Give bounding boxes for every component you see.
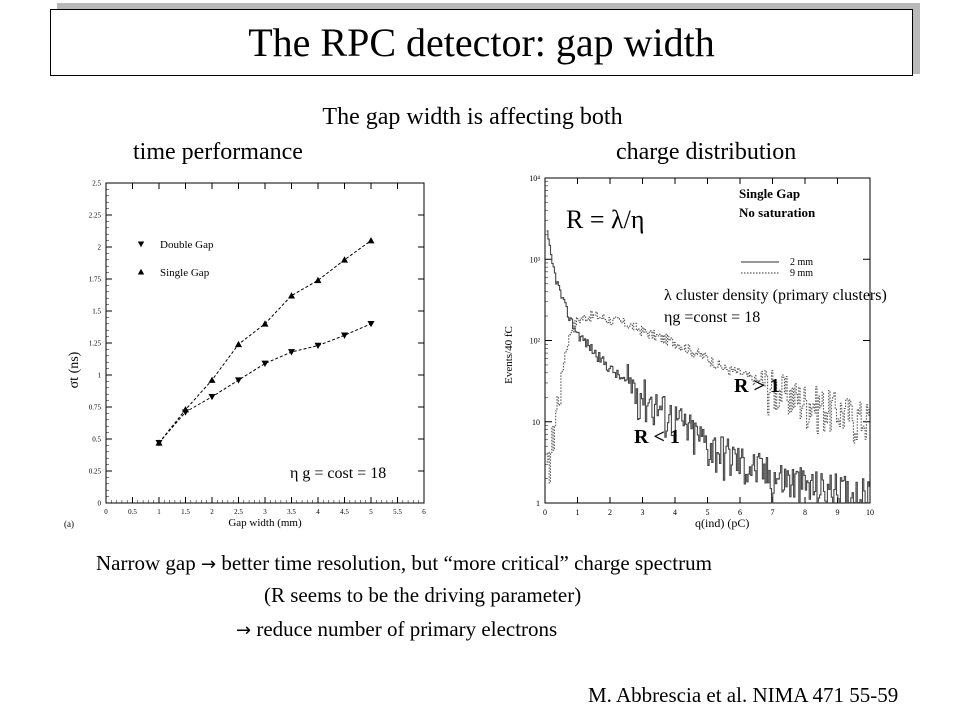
x-tick-label: 8 bbox=[803, 508, 807, 517]
data-point-triangle-up bbox=[235, 340, 242, 348]
time-performance-label: time performance bbox=[133, 139, 303, 165]
data-point-triangle-up bbox=[288, 292, 295, 299]
legend-title: No saturation bbox=[739, 205, 816, 220]
x-tick-label: 2 bbox=[608, 508, 612, 517]
y-tick-label: 2.25 bbox=[89, 212, 102, 220]
data-point-triangle-down bbox=[367, 321, 375, 328]
arrow-icon: → bbox=[200, 554, 217, 575]
time-resolution-chart: 0 0.5 1 1.5 2 2.5 3 3.5 4 4.5 5 5.5 6 0 0.25 0.5 0.75 1 1.… bbox=[64, 180, 426, 530]
x-tick-label: 5.5 bbox=[393, 508, 402, 516]
data-point-triangle-up bbox=[155, 439, 163, 446]
y-tick-label: 10⁴ bbox=[529, 174, 540, 183]
x-tick-label: 3 bbox=[641, 508, 645, 517]
charge-distribution-label: charge distribution bbox=[616, 139, 797, 165]
legend-label: Double Gap bbox=[160, 239, 214, 251]
x-tick-label: 3.5 bbox=[287, 508, 296, 516]
slide-title: The RPC detector: gap width bbox=[248, 20, 715, 65]
arrow-icon: → bbox=[236, 620, 252, 641]
y-tick-label: 0.75 bbox=[89, 404, 102, 412]
x-tick-label: 4.5 bbox=[340, 508, 349, 516]
data-point-triangle-up bbox=[341, 256, 348, 263]
r-greater-label: R > 1 bbox=[734, 375, 780, 397]
x-tick-label: 6 bbox=[422, 508, 426, 516]
data-point-triangle-down bbox=[341, 332, 348, 339]
y-tick-label: 1.5 bbox=[92, 308, 101, 316]
y-axis-label: Events/40 fC bbox=[503, 326, 515, 384]
y-axis-label: σt (ns) bbox=[67, 351, 82, 388]
data-point-triangle-down bbox=[208, 393, 216, 401]
x-tick-label: 7 bbox=[771, 508, 775, 517]
x-tick-label: 2.5 bbox=[234, 508, 243, 516]
bullet-line-3: → reduce number of primary electrons bbox=[236, 617, 557, 642]
plot-frame bbox=[105, 182, 425, 504]
y-tick-label: 0.5 bbox=[92, 436, 101, 444]
title-box: The RPC detector: gap width bbox=[50, 9, 913, 76]
fit-line-0 bbox=[158, 323, 372, 444]
y-tick-label: 1 bbox=[98, 372, 102, 380]
x-tick-label: 5 bbox=[369, 508, 373, 516]
x-tick-label: 9 bbox=[836, 508, 840, 517]
data-point-triangle-up bbox=[261, 320, 269, 327]
y-tick-label: 2.5 bbox=[92, 180, 101, 188]
series-2mm-histogram bbox=[546, 230, 870, 504]
bullet3-text: reduce number of primary electrons bbox=[256, 617, 558, 641]
x-tick-label: 5 bbox=[706, 508, 710, 517]
x-tick-label: 0 bbox=[543, 508, 547, 517]
bullet-line-1: Narrow gap → better time resolution, but… bbox=[96, 551, 712, 576]
y-tick-label: 10² bbox=[530, 337, 541, 346]
y-tick-label: 10 bbox=[532, 418, 540, 427]
x-tick-label: 1 bbox=[576, 508, 580, 517]
x-axis-label: Gap width (mm) bbox=[228, 517, 302, 529]
x-tick-label: 4 bbox=[316, 508, 320, 516]
data-point-triangle-down bbox=[288, 349, 295, 356]
x-tick-label: 3 bbox=[263, 508, 267, 516]
y-tick-label: 1 bbox=[536, 499, 540, 508]
y-tick-label: 0 bbox=[98, 500, 102, 508]
subtitle: The gap width is affecting both bbox=[322, 104, 623, 130]
data-point-triangle-down bbox=[261, 360, 269, 367]
legend-label: Single Gap bbox=[160, 267, 210, 279]
legend-label: 2 mm bbox=[790, 257, 813, 268]
data-point-triangle-up bbox=[367, 237, 375, 244]
legend-marker bbox=[137, 268, 145, 275]
panel-label: (a) bbox=[64, 519, 74, 529]
r-formula: R = λ/η bbox=[566, 205, 644, 234]
data-point-triangle-up bbox=[182, 406, 189, 413]
legend-marker bbox=[137, 241, 145, 248]
x-tick-label: 1.5 bbox=[181, 508, 190, 516]
x-tick-label: 0 bbox=[104, 508, 108, 516]
data-point-triangle-down bbox=[314, 342, 322, 350]
data-point-triangle-down bbox=[235, 377, 242, 384]
r-less-label: R < 1 bbox=[634, 426, 680, 448]
series-9mm-histogram bbox=[546, 310, 870, 484]
data-point-triangle-up bbox=[208, 376, 216, 383]
bullet1-rest: better time resolution, but “more critic… bbox=[221, 551, 712, 575]
x-tick-label: 6 bbox=[738, 508, 742, 517]
bullet1-lead: Narrow gap bbox=[96, 551, 196, 575]
legend-label: 9 mm bbox=[790, 268, 813, 279]
x-axis-label: q(ind) (pC) bbox=[695, 516, 749, 530]
x-tick-label: 2 bbox=[210, 508, 214, 516]
x-tick-label: 0.5 bbox=[128, 508, 137, 516]
x-tick-label: 1 bbox=[157, 508, 161, 516]
bullet-line-2: (R seems to be the driving parameter) bbox=[264, 583, 582, 607]
x-tick-label: 10 bbox=[866, 508, 874, 517]
y-tick-label: 1.25 bbox=[89, 340, 102, 348]
legend-title: Single Gap bbox=[739, 186, 800, 201]
citation: M. Abbrescia et al. NIMA 471 55-59 bbox=[588, 683, 899, 707]
eta-annotation: η g = cost = 18 bbox=[290, 465, 386, 482]
y-tick-label: 0.25 bbox=[89, 468, 102, 476]
x-tick-label: 4 bbox=[673, 508, 677, 517]
data-point-triangle-up bbox=[314, 276, 322, 284]
eta-note: ηg =const = 18 bbox=[664, 309, 760, 326]
y-tick-label: 10³ bbox=[530, 255, 541, 264]
y-tick-label: 2 bbox=[98, 244, 102, 252]
lambda-note: λ cluster density (primary clusters) bbox=[664, 287, 887, 304]
y-tick-label: 1.75 bbox=[89, 276, 102, 284]
